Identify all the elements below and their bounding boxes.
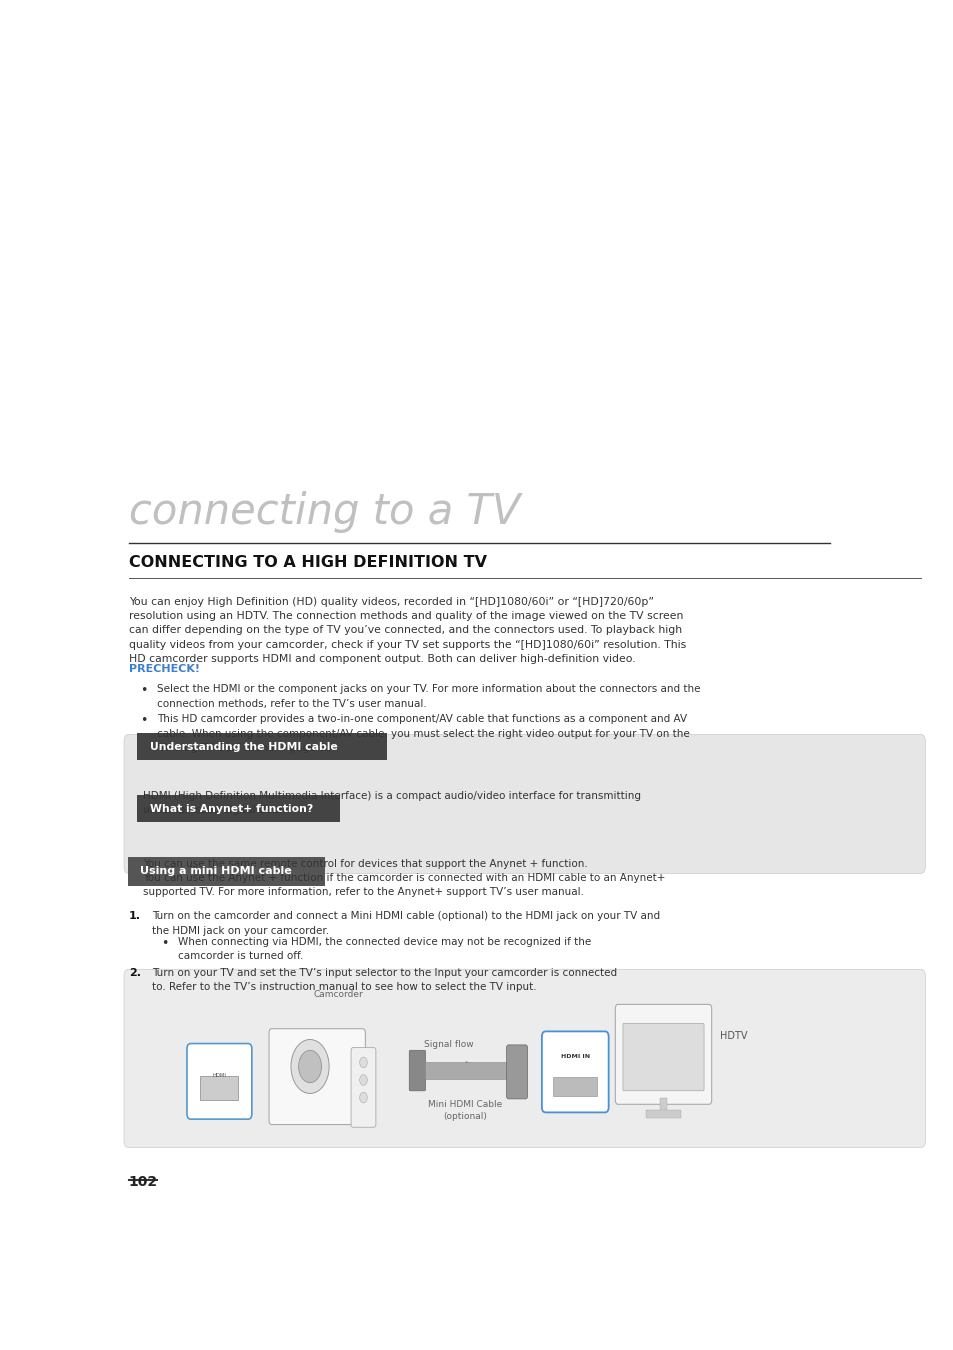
Text: HDMI: HDMI [213,1073,226,1079]
Text: •: • [161,937,169,950]
Text: This HD camcorder provides a two-in-one component/AV cable that functions as a c: This HD camcorder provides a two-in-one … [157,714,689,753]
FancyBboxPatch shape [541,1031,608,1112]
Text: Camcorder: Camcorder [314,990,363,999]
FancyBboxPatch shape [137,795,339,822]
Text: PRECHECK!: PRECHECK! [129,664,199,674]
Circle shape [359,1075,367,1085]
Text: Mini HDMI Cable
(optional): Mini HDMI Cable (optional) [428,1100,502,1120]
Text: 1.: 1. [129,911,141,921]
FancyBboxPatch shape [124,734,924,873]
Text: Using a mini HDMI cable: Using a mini HDMI cable [140,867,292,876]
FancyBboxPatch shape [615,1004,711,1104]
Text: connecting to a TV: connecting to a TV [129,491,519,533]
Text: HDMI IN: HDMI IN [560,1054,589,1058]
Text: 102: 102 [129,1174,158,1188]
Text: You can use the same remote control for devices that support the Anynet + functi: You can use the same remote control for … [143,859,665,896]
Text: Signal flow: Signal flow [423,1040,473,1049]
FancyBboxPatch shape [137,733,387,760]
Text: You can enjoy High Definition (HD) quality videos, recorded in “[HD]1080/60i” or: You can enjoy High Definition (HD) quali… [129,597,685,664]
FancyBboxPatch shape [409,1050,425,1091]
Circle shape [291,1040,329,1094]
Circle shape [359,1057,367,1068]
Text: HDMI (High Definition Multimedia Interface) is a compact audio/video interface f: HDMI (High Definition Multimedia Interfa… [143,791,640,815]
Text: What is Anynet+ function?: What is Anynet+ function? [150,803,313,814]
Circle shape [359,1092,367,1103]
Bar [646,1110,680,1118]
Text: When connecting via HDMI, the connected device may not be recognized if the
camc: When connecting via HDMI, the connected … [178,937,591,961]
Bar [553,1077,597,1096]
Text: •: • [140,714,148,728]
Bar [659,1098,667,1114]
Text: Turn on your TV and set the TV’s input selector to the Input your camcorder is c: Turn on your TV and set the TV’s input s… [152,968,617,992]
Text: Turn on the camcorder and connect a Mini HDMI cable (optional) to the HDMI jack : Turn on the camcorder and connect a Mini… [152,911,659,936]
FancyBboxPatch shape [622,1023,703,1091]
Text: HDTV: HDTV [720,1031,747,1041]
FancyBboxPatch shape [187,1044,252,1119]
FancyBboxPatch shape [269,1029,365,1125]
Text: 2.: 2. [129,968,141,977]
Text: CONNECTING TO A HIGH DEFINITION TV: CONNECTING TO A HIGH DEFINITION TV [129,555,486,570]
FancyBboxPatch shape [128,857,325,886]
FancyBboxPatch shape [124,969,924,1148]
Bar [424,1062,510,1079]
Circle shape [298,1050,321,1083]
FancyBboxPatch shape [351,1048,375,1127]
Text: •: • [140,684,148,698]
Text: Select the HDMI or the component jacks on your TV. For more information about th: Select the HDMI or the component jacks o… [157,684,700,709]
FancyBboxPatch shape [506,1045,527,1099]
Bar [200,1076,238,1100]
Text: Understanding the HDMI cable: Understanding the HDMI cable [150,741,337,752]
